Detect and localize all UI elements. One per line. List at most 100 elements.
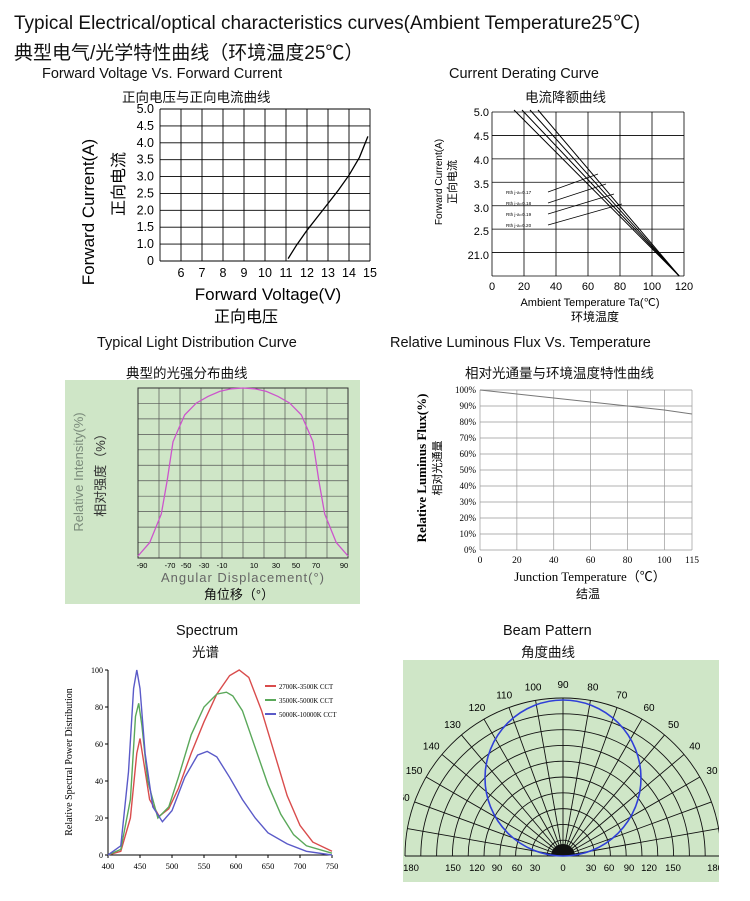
chart5-svg: 400 450 500 550 600 650 700 750 0 20 40 60 80 100 270… (64, 666, 339, 871)
chart4-xlabel: Junction Temperature（℃） (514, 569, 666, 584)
chart2-ylabel-cn: 正向电流 (445, 160, 459, 204)
chart6-bottom-label: 180 (403, 863, 419, 874)
chart2-xtick-label: 20 (518, 281, 530, 293)
chart4-xtick-label: 20 (512, 556, 522, 566)
chart3-xlabel: Angular Displacement(°) (161, 570, 325, 585)
chart5-series-line (107, 669, 333, 856)
chart2-xtick-label: 40 (550, 281, 562, 293)
chart4-ylabel: Relative Luminus Flux(%) (414, 394, 429, 543)
chart3-subtitle: 典型的光强分布曲线 (126, 366, 248, 381)
chart1-ytick-label: 1.5 (137, 220, 154, 234)
chart3-xtick-label: 70 (312, 561, 320, 570)
chart2-xlabel: Ambient Temperature Ta(℃) (520, 297, 659, 309)
chart5-xtick-label: 700 (294, 861, 307, 871)
chart4-xlabel-cn: 结温 (576, 587, 600, 601)
chart5-ytick-label: 80 (95, 703, 103, 712)
chart1-xlabel-cn: 正向电压 (214, 308, 278, 326)
chart1-grid (159, 108, 371, 262)
chart6-spoke (508, 707, 564, 857)
chart6-angle-label: 130 (444, 720, 461, 731)
chart3-xlabel-cn: 角位移（°） (204, 587, 274, 602)
chart5-xtick-label: 550 (198, 861, 211, 871)
chart2-ytick-label: 4.0 (474, 155, 489, 167)
chart5-legend-label: 3500K-5000K CCT (279, 698, 334, 705)
chart1-xtick-label: 9 (241, 266, 248, 280)
chart5-ytick-label: 100 (91, 666, 103, 675)
chart6-spoke (562, 707, 618, 857)
chart6-beam-circle (484, 699, 642, 857)
chart6-bottom-label: 60 (512, 863, 523, 874)
chart3-xtick-label: 90 (340, 561, 348, 570)
chart1-xtick-label: 12 (300, 266, 314, 280)
page-title-en: Typical Electrical/optical characteristi… (14, 13, 641, 34)
chart2-xtick-label: 0 (489, 281, 495, 293)
chart6-spoke (414, 801, 564, 857)
chart6-title: Beam Pattern (503, 623, 592, 639)
chart6-angle-label: 150 (406, 766, 423, 777)
chart3-xtick-label: 30 (272, 561, 280, 570)
chart6-bottom-label: 60 (604, 863, 615, 874)
chart3-xtick-label: -30 (199, 561, 210, 570)
chart5-legend-label: 5000K-10000K CCT (279, 712, 337, 719)
chart3-xtick-label: -90 (137, 561, 148, 570)
chart4-ylabel-cn: 相对光通量 (430, 441, 444, 496)
chart6-bottom-label: 120 (641, 863, 657, 874)
chart6-spoke (562, 700, 591, 857)
chart5-xtick-label: 400 (102, 861, 115, 871)
chart2-xlabel-cn: 环境温度 (571, 309, 619, 324)
chart4-xtick-label: 100 (657, 556, 672, 566)
chart5-ytick-label: 20 (95, 814, 103, 823)
chart4-xtick-label: 115 (685, 556, 699, 566)
chart6-angle-label: 110 (496, 690, 512, 701)
chart1-xtick-label: 15 (363, 266, 377, 280)
chart6-angle-label: 50 (668, 720, 680, 731)
chart6-spoke (483, 718, 564, 857)
chart6-bottom-label: 150 (445, 863, 461, 874)
chart4-ytick-label: 0% (464, 545, 477, 555)
chart2-xtick-label: 100 (643, 281, 661, 293)
chart2-ytick-label: 3.5 (474, 179, 489, 191)
chart5-xtick-label: 750 (326, 861, 339, 871)
chart3-xtick-label: -10 (217, 561, 228, 570)
chart6-spoke (535, 700, 564, 857)
chart2-series-line (529, 109, 680, 277)
chart2-ytick-label: 5.0 (474, 107, 489, 119)
chart2-xtick-label: 120 (675, 281, 693, 293)
chart2-legend-label: Rth j-a=0.18 (506, 201, 532, 206)
chart4-title: Relative Luminous Flux Vs. Temperature (390, 335, 651, 351)
chart4-xtick-label: 60 (586, 556, 596, 566)
chart1-xtick-label: 8 (220, 266, 227, 280)
chart1-ytick-label: 4.5 (137, 119, 154, 133)
chart2-series-line (521, 109, 680, 277)
chart4-xtick-label: 80 (623, 556, 633, 566)
chart3-background (65, 380, 360, 604)
chart6-angle-label: 80 (587, 683, 599, 694)
chart2-ylabel: Forward Current(A) (434, 139, 445, 225)
chart5-xtick-label: 450 (134, 861, 147, 871)
chart6-subtitle: 角度曲线 (521, 645, 575, 660)
chart1-ylabel-cn: 正向电流 (110, 152, 128, 216)
chart5-legend-label: 2700K-3500K CCT (279, 684, 334, 691)
chart5-xtick-label: 600 (230, 861, 243, 871)
chart3-xtick-label: 10 (250, 561, 258, 570)
chart6-hub (551, 844, 575, 856)
chart1-xtick-label: 6 (178, 266, 185, 280)
chart1-title: Forward Voltage Vs. Forward Current (42, 66, 283, 82)
chart6-bottom-label: 90 (624, 863, 635, 874)
chart6-spoke (562, 718, 643, 857)
chart2-title: Current Derating Curve (449, 66, 599, 82)
chart2-series-line (513, 109, 680, 277)
chart6-bottom-label: 30 (586, 863, 597, 874)
chart5-title: Spectrum (176, 623, 239, 639)
chart2-legend-label: Rth j-a=0.17 (506, 190, 532, 195)
chart4-ytick-label: 30% (460, 497, 477, 507)
chart6-angle-label: 70 (616, 690, 628, 701)
chart2-legend-label: Rth j-a=0.20 (506, 223, 532, 228)
chart4-xtick-label: 40 (549, 556, 559, 566)
chart2-xtick-label: 80 (614, 281, 626, 293)
chart3-title: Typical Light Distribution Curve (97, 335, 297, 351)
chart2-xtick-label: 60 (582, 281, 594, 293)
chart1-xtick-label: 14 (342, 266, 356, 280)
chart3-xtick-label: -70 (165, 561, 176, 570)
chart3-ylabel: Relative Intensity(%) (71, 412, 86, 531)
